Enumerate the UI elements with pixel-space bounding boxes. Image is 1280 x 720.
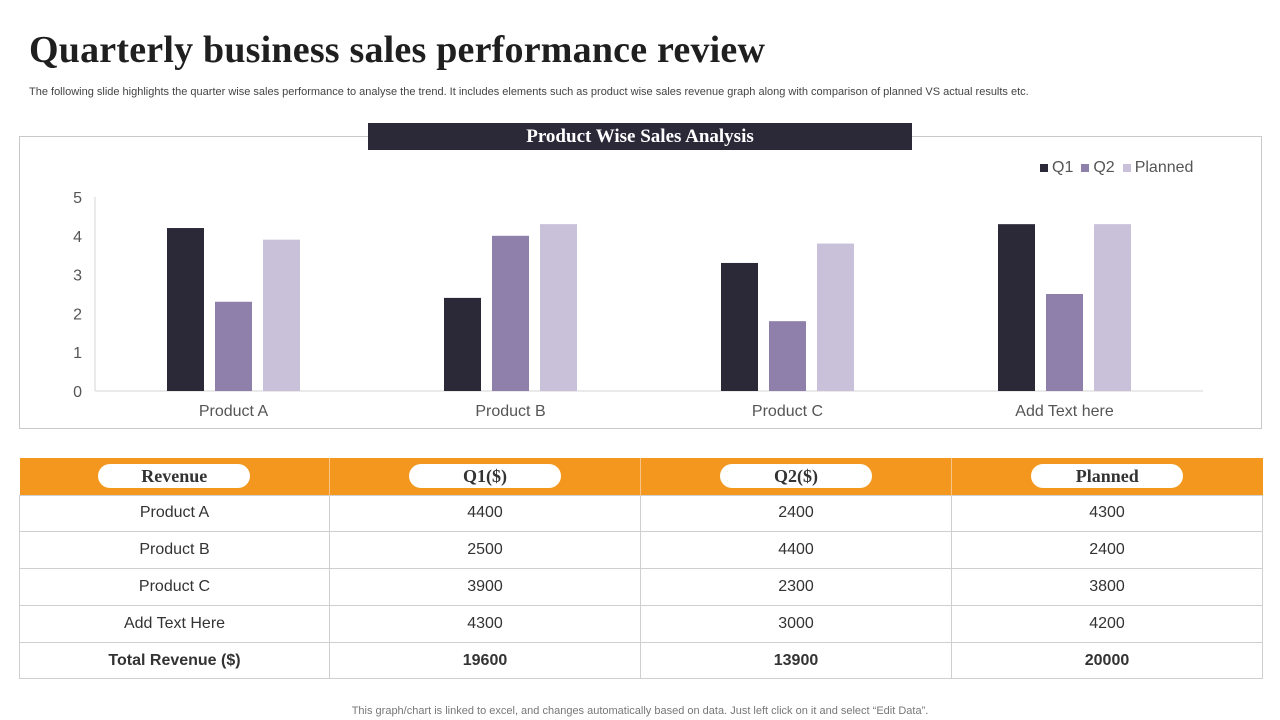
table-cell: 3000 bbox=[640, 604, 952, 643]
legend-label-planned: Planned bbox=[1134, 159, 1194, 176]
x-tick-label: Product B bbox=[475, 403, 545, 420]
x-tick-label: Product C bbox=[752, 403, 823, 420]
table-row: Product B 2500 4400 2400 bbox=[19, 531, 1263, 570]
header-cell-planned: Planned bbox=[951, 458, 1263, 495]
table-cell: Add Text Here bbox=[19, 604, 330, 643]
y-tick-label: 1 bbox=[73, 345, 82, 362]
total-cell: 13900 bbox=[640, 641, 952, 680]
legend-label-q1: Q1 bbox=[1052, 159, 1074, 176]
x-tick-label: Add Text here bbox=[1015, 403, 1114, 420]
legend-item-planned: Planned bbox=[1122, 159, 1194, 177]
table-cell: 4200 bbox=[951, 604, 1263, 643]
total-cell: 19600 bbox=[329, 641, 641, 680]
y-tick-label: 3 bbox=[73, 268, 82, 285]
y-tick-label: 5 bbox=[73, 190, 82, 207]
y-tick-label: 4 bbox=[73, 229, 82, 246]
header-pill-planned: Planned bbox=[1031, 464, 1184, 489]
bar-q1-1 bbox=[167, 228, 204, 391]
table-cell: Product B bbox=[19, 531, 330, 570]
table-cell: 2400 bbox=[951, 531, 1263, 570]
page-subtitle: The following slide highlights the quart… bbox=[29, 86, 1029, 98]
y-tick-label: 2 bbox=[73, 306, 82, 323]
total-cell: 20000 bbox=[951, 641, 1263, 680]
header-pill-revenue: Revenue bbox=[98, 464, 251, 489]
header-pill-q1: Q1($) bbox=[409, 464, 561, 489]
bar-planned-2 bbox=[540, 224, 577, 391]
bar-planned-1 bbox=[263, 239, 300, 391]
bar-chart[interactable]: 0 1 2 3 4 5 Product A Product B Product C Add Tex… bbox=[20, 137, 1263, 430]
header-cell-q1: Q1($) bbox=[329, 458, 641, 495]
total-row: Total Revenue ($) 19600 13900 20000 bbox=[19, 641, 1263, 680]
table-row: Add Text Here 4300 3000 4200 bbox=[19, 604, 1263, 643]
bar-planned-3 bbox=[817, 243, 854, 391]
table-cell: Product C bbox=[19, 568, 330, 606]
footer-note: This graph/chart is linked to excel, and… bbox=[351, 705, 929, 717]
table-cell: 4300 bbox=[329, 604, 641, 643]
table-cell: 2300 bbox=[640, 568, 952, 606]
x-tick-label: Product A bbox=[199, 403, 269, 420]
legend-swatch-q2 bbox=[1081, 164, 1090, 172]
revenue-table[interactable]: Revenue Q1($) Q2($) Planned Product A 44… bbox=[19, 458, 1263, 680]
table-header-row: Revenue Q1($) Q2($) Planned bbox=[19, 458, 1263, 495]
table-cell: 4400 bbox=[329, 494, 641, 533]
bar-q1-3 bbox=[721, 262, 758, 391]
chart-header: Product Wise Sales Analysis bbox=[368, 123, 912, 150]
legend-item-q1: Q1 bbox=[1040, 159, 1073, 177]
table-cell: Product A bbox=[19, 494, 330, 533]
total-cell: Total Revenue ($) bbox=[19, 641, 330, 680]
table-cell: 4300 bbox=[951, 494, 1263, 533]
chart-legend: Q1 Q2 Planned bbox=[1040, 158, 1193, 178]
bar-q2-1 bbox=[215, 301, 252, 391]
bar-q2-3 bbox=[769, 321, 806, 391]
header-cell-q2: Q2($) bbox=[640, 458, 952, 495]
bar-q1-2 bbox=[444, 297, 481, 391]
table-cell: 2400 bbox=[640, 494, 952, 533]
page-title: Quarterly business sales performance rev… bbox=[29, 29, 766, 71]
bar-q2-4 bbox=[1046, 294, 1083, 391]
table-cell: 3900 bbox=[329, 568, 641, 606]
table-cell: 3800 bbox=[951, 568, 1263, 606]
legend-item-q2: Q2 bbox=[1081, 159, 1115, 177]
legend-swatch-q1 bbox=[1040, 164, 1048, 172]
bar-planned-4 bbox=[1094, 224, 1131, 391]
table-row: Product A 4400 2400 4300 bbox=[19, 494, 1263, 533]
table-row: Product C 3900 2300 3800 bbox=[19, 568, 1263, 606]
y-tick-label: 0 bbox=[73, 384, 82, 401]
header-pill-q2: Q2($) bbox=[720, 464, 872, 489]
table-cell: 2500 bbox=[329, 531, 641, 570]
table-cell: 4400 bbox=[640, 531, 952, 570]
chart-panel[interactable]: 0 1 2 3 4 5 Product A Product B Product C Add Tex… bbox=[19, 136, 1262, 429]
legend-swatch-planned bbox=[1122, 164, 1131, 172]
bar-q2-2 bbox=[492, 235, 529, 391]
header-cell-revenue: Revenue bbox=[19, 458, 330, 495]
legend-label-q2: Q2 bbox=[1093, 159, 1115, 176]
bar-q1-4 bbox=[998, 224, 1035, 391]
